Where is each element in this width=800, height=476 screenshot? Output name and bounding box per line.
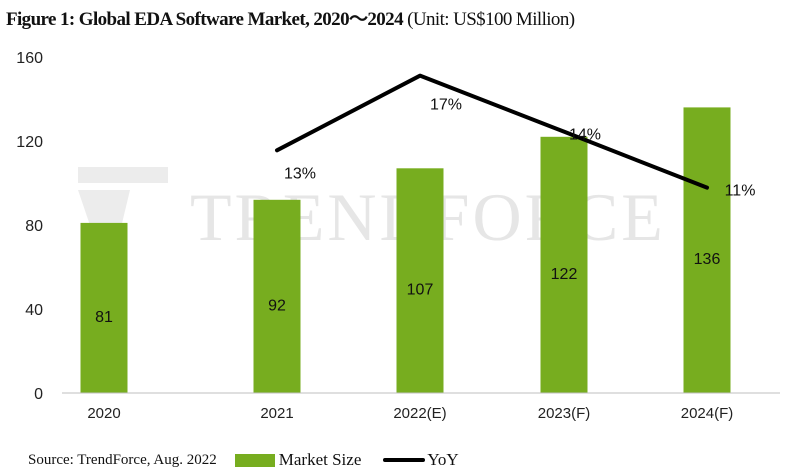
y-axis: 0 40 80 120 160 — [16, 50, 43, 403]
bar-value-label: 122 — [551, 266, 578, 283]
x-tick-label: 2021 — [260, 405, 293, 422]
x-tick-label: 2022(E) — [393, 405, 446, 422]
y-tick-label: 120 — [16, 134, 43, 151]
bar-market-size — [683, 107, 731, 394]
legend-market-size: Market Size — [278, 450, 362, 469]
y-tick-label: 160 — [16, 50, 43, 67]
yoy-value-label: 11% — [725, 183, 756, 200]
bar-value-label: 107 — [407, 282, 434, 299]
bar-value-label: 81 — [95, 309, 113, 326]
legend-line-swatch — [383, 458, 426, 462]
x-tick-label: 2023(F) — [538, 405, 591, 422]
legend-yoy: YoY — [427, 450, 459, 469]
x-tick-label: 2020 — [87, 405, 120, 422]
y-tick-label: 0 — [34, 386, 43, 403]
bar-value-label: 136 — [694, 251, 721, 268]
yoy-value-label: 14% — [569, 127, 601, 144]
bar-value-label: 92 — [268, 297, 286, 314]
yoy-line-path — [275, 73, 709, 190]
bar-market-size — [253, 199, 301, 393]
bar-market-size — [540, 136, 588, 394]
title-main: Figure 1: Global EDA Software Market, 20… — [6, 9, 404, 30]
x-axis: 2020 2021 2022(E) 2023(F) 2024(F) — [87, 405, 733, 422]
yoy-line: 13% 17% 14% 11% — [275, 73, 756, 200]
bar-market-size — [396, 168, 444, 393]
bar-market-size — [80, 222, 128, 393]
source-note: Source: TrendForce, Aug. 2022 — [28, 451, 217, 468]
legend-bar-swatch — [234, 453, 275, 467]
y-tick-label: 40 — [25, 302, 43, 319]
bars: 81 92 107 122 136 — [80, 107, 731, 394]
title-unit: (Unit: US$100 Million) — [407, 9, 575, 30]
yoy-value-label: 17% — [430, 97, 462, 114]
x-tick-label: 2024(F) — [681, 405, 734, 422]
yoy-value-label: 13% — [284, 165, 316, 182]
chart-title: Figure 1: Global EDA Software Market, 20… — [6, 4, 575, 31]
y-tick-label: 80 — [25, 218, 43, 235]
footer: Source: TrendForce, Aug. 2022 Market Siz… — [28, 450, 459, 470]
